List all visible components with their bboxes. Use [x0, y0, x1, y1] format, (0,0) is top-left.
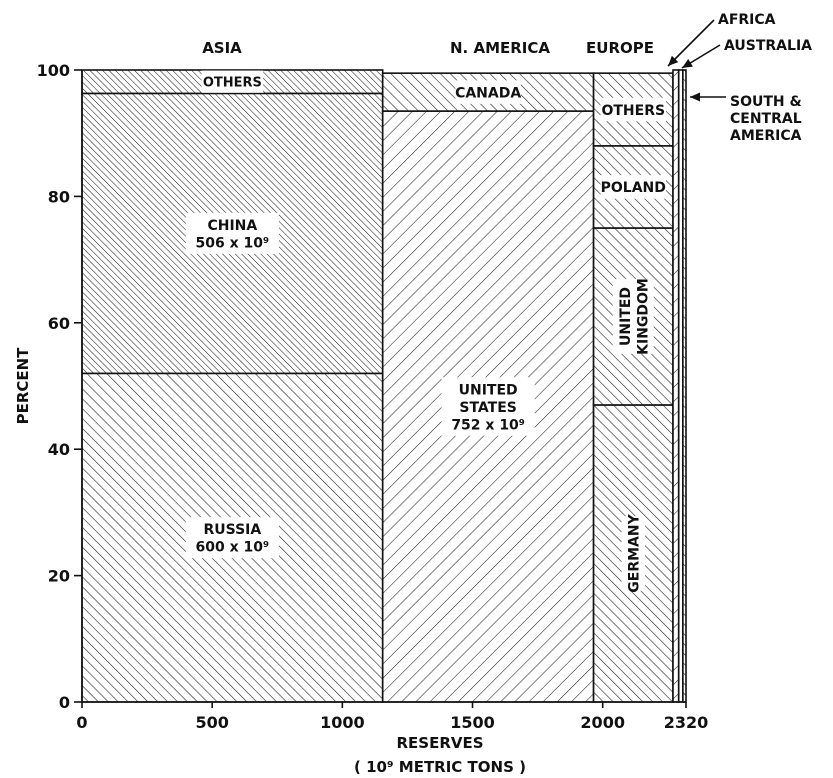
x-tick-label: 1000 — [320, 713, 365, 732]
callout-arrow-south-central-america — [690, 92, 700, 102]
label-germany: GERMANY — [621, 513, 646, 593]
label-russia: RUSSIA 600 x 10⁹ — [185, 517, 279, 559]
segment-africa-bar — [672, 69, 680, 703]
x-tick-label: 1500 — [450, 713, 495, 732]
label-poland-line: POLAND — [601, 180, 666, 196]
label-others: OTHERS — [600, 97, 667, 122]
y-tick-label: 100 — [37, 61, 70, 80]
plot-area — [81, 69, 687, 703]
region-header-n-america: N. AMERICA — [450, 39, 550, 57]
callout-line-africa — [667, 19, 715, 67]
label-united-kingdom-line: UNITED — [618, 287, 634, 346]
x-axis-title: RESERVES — [396, 734, 483, 752]
x-tick-label: 500 — [195, 713, 228, 732]
label-united-states-line: 752 x 10⁹ — [451, 417, 525, 433]
callout-label-australia: AUSTRALIA — [724, 38, 812, 54]
callout-label-south-central-america: SOUTH & — [730, 94, 802, 110]
y-tick-label: 0 — [59, 693, 70, 712]
x-tick-label: 2000 — [580, 713, 625, 732]
label-united-kingdom-line: KINGDOM — [635, 278, 651, 355]
label-others-line: OTHERS — [601, 103, 665, 119]
callout-label-africa: AFRICA — [718, 12, 776, 28]
label-germany-backdrop — [621, 516, 646, 591]
label-russia-backdrop — [185, 517, 279, 559]
label-others-backdrop — [600, 97, 667, 122]
x-axis-subtitle: ( 10⁹ METRIC TONS ) — [354, 758, 526, 776]
label-united-kingdom-backdrop — [612, 279, 654, 354]
label-poland: POLAND — [600, 175, 667, 199]
label-canada-backdrop — [455, 80, 521, 104]
callout-label-south-central-america: CENTRAL — [730, 111, 802, 127]
label-russia-line: RUSSIA — [203, 522, 261, 538]
label-china-line: CHINA — [207, 218, 257, 234]
x-tick-label: 2320 — [664, 713, 709, 732]
y-tick-label: 40 — [48, 440, 70, 459]
region-header-asia: ASIA — [202, 39, 242, 57]
y-tick-label: 80 — [48, 187, 70, 206]
callout-arrow-africa — [668, 55, 679, 66]
label-canada-line: CANADA — [455, 85, 521, 101]
segment-south-central-america-bar — [682, 69, 687, 703]
y-tick-label: 60 — [48, 314, 70, 333]
label-china-line: 506 x 10⁹ — [196, 235, 270, 251]
label-others: OTHERS — [201, 70, 264, 93]
y-tick-label: 20 — [48, 567, 70, 586]
x-tick-label: 0 — [76, 713, 87, 732]
label-germany-line: GERMANY — [627, 513, 643, 592]
label-united-states-line: UNITED — [459, 382, 518, 398]
label-russia-line: 600 x 10⁹ — [196, 540, 270, 556]
label-china-backdrop — [185, 212, 279, 254]
callout-arrow-australia — [682, 58, 693, 68]
label-united-states-line: STATES — [459, 400, 517, 416]
label-united-states-backdrop — [441, 377, 535, 436]
label-others-line: OTHERS — [203, 76, 262, 91]
callout-label-south-central-america: AMERICA — [730, 128, 802, 144]
label-canada: CANADA — [455, 80, 521, 104]
label-poland-backdrop — [600, 175, 667, 199]
region-header-europe: EUROPE — [586, 39, 654, 57]
label-others-backdrop — [201, 70, 264, 93]
label-united-kingdom: UNITED KINGDOM — [612, 278, 654, 355]
y-axis-title: PERCENT — [14, 347, 32, 425]
